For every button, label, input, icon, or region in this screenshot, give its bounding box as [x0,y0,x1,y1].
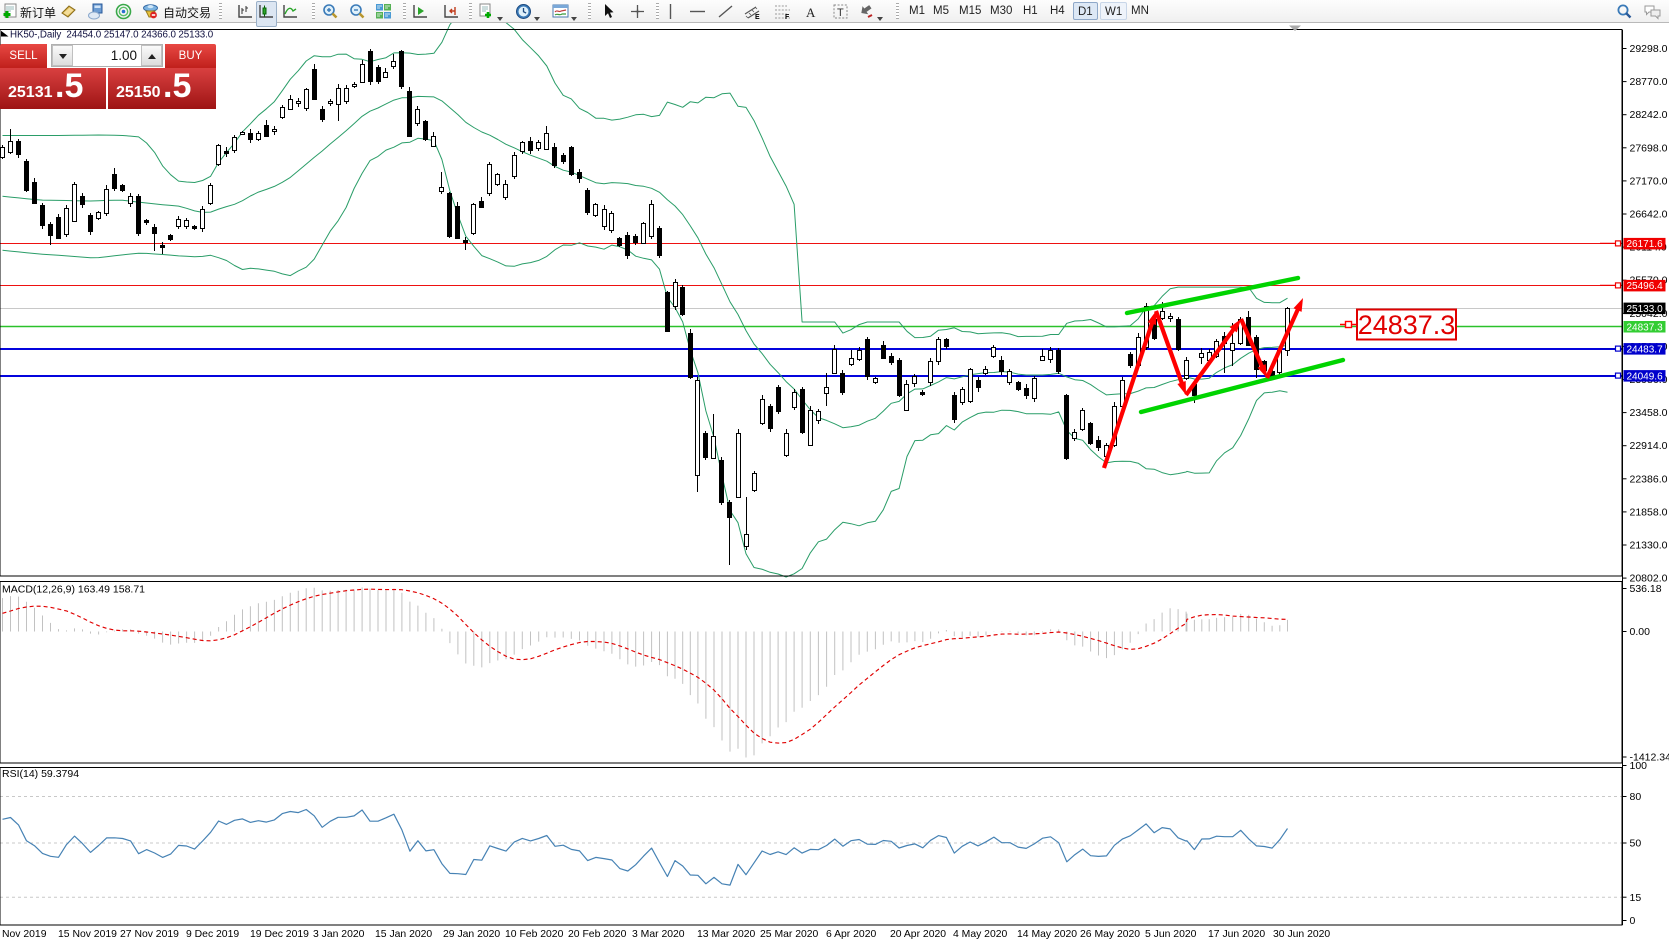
svg-text:Nov 2019: Nov 2019 [2,929,47,940]
svg-text:20 Apr 2020: 20 Apr 2020 [890,929,946,940]
svg-text:E: E [755,14,760,20]
svg-text:28770.0: 28770.0 [1630,76,1668,88]
svg-text:22914.0: 22914.0 [1630,440,1668,452]
svg-text:T: T [837,7,844,19]
svg-text:24483.7: 24483.7 [1627,344,1664,355]
svg-text:15 Nov 2019: 15 Nov 2019 [58,929,117,940]
svg-text:29298.0: 29298.0 [1630,43,1668,55]
svg-text:20802.0: 20802.0 [1630,573,1668,585]
svg-text:HK50-,Daily 24454.0 25147.0 2: HK50-,Daily 24454.0 25147.0 24366.0 2513… [10,30,214,41]
svg-text:25 Mar 2020: 25 Mar 2020 [760,929,819,940]
svg-text:3 Mar 2020: 3 Mar 2020 [632,929,685,940]
svg-text:4 May 2020: 4 May 2020 [953,929,1008,940]
svg-text:22386.0: 22386.0 [1630,473,1668,485]
svg-text:F: F [785,14,790,20]
svg-text:21330.0: 21330.0 [1630,540,1668,552]
svg-text:25133.0: 25133.0 [1627,304,1664,315]
svg-text:26171.6: 26171.6 [1627,239,1664,250]
svg-text:10 Feb 2020: 10 Feb 2020 [505,929,564,940]
svg-text:3 Jan 2020: 3 Jan 2020 [313,929,365,940]
svg-text:28242.0: 28242.0 [1630,109,1668,121]
svg-text:MACD(12,26,9) 163.49 158.71: MACD(12,26,9) 163.49 158.71 [2,584,145,596]
svg-text:24837.3: 24837.3 [1358,310,1456,340]
svg-text:536.18: 536.18 [1630,583,1662,595]
svg-text:13 Mar 2020: 13 Mar 2020 [697,929,756,940]
svg-text:26 May 2020: 26 May 2020 [1080,929,1140,940]
svg-text:15: 15 [1630,892,1642,904]
svg-text:29 Jan 2020: 29 Jan 2020 [443,929,500,940]
svg-text:6 Apr 2020: 6 Apr 2020 [826,929,876,940]
svg-text:RSI(14) 59.3794: RSI(14) 59.3794 [2,768,79,780]
svg-text:0: 0 [1630,915,1636,927]
svg-text:19 Dec 2019: 19 Dec 2019 [250,929,309,940]
svg-text:23458.0: 23458.0 [1630,407,1668,419]
svg-text:14 May 2020: 14 May 2020 [1017,929,1077,940]
svg-text:9 Dec 2019: 9 Dec 2019 [186,929,239,940]
svg-text:80: 80 [1630,791,1642,803]
svg-text:26642.0: 26642.0 [1630,209,1668,221]
svg-text:20 Feb 2020: 20 Feb 2020 [568,929,627,940]
svg-text:27 Nov 2019: 27 Nov 2019 [120,929,179,940]
svg-text:21858.0: 21858.0 [1630,506,1668,518]
svg-text:0.00: 0.00 [1630,626,1651,638]
svg-text:30 Jun 2020: 30 Jun 2020 [1273,929,1330,940]
svg-text:27698.0: 27698.0 [1630,142,1668,154]
svg-text:5 Jun 2020: 5 Jun 2020 [1145,929,1197,940]
svg-text:17 Jun 2020: 17 Jun 2020 [1208,929,1265,940]
svg-text:25496.4: 25496.4 [1627,281,1664,292]
svg-text:15 Jan 2020: 15 Jan 2020 [375,929,432,940]
svg-text:24049.6: 24049.6 [1627,371,1664,382]
svg-text:50: 50 [1630,838,1642,850]
svg-text:100: 100 [1630,760,1648,772]
svg-text:-1412.34: -1412.34 [1630,752,1669,764]
svg-text:27170.0: 27170.0 [1630,175,1668,187]
svg-text:24837.3: 24837.3 [1627,322,1664,333]
